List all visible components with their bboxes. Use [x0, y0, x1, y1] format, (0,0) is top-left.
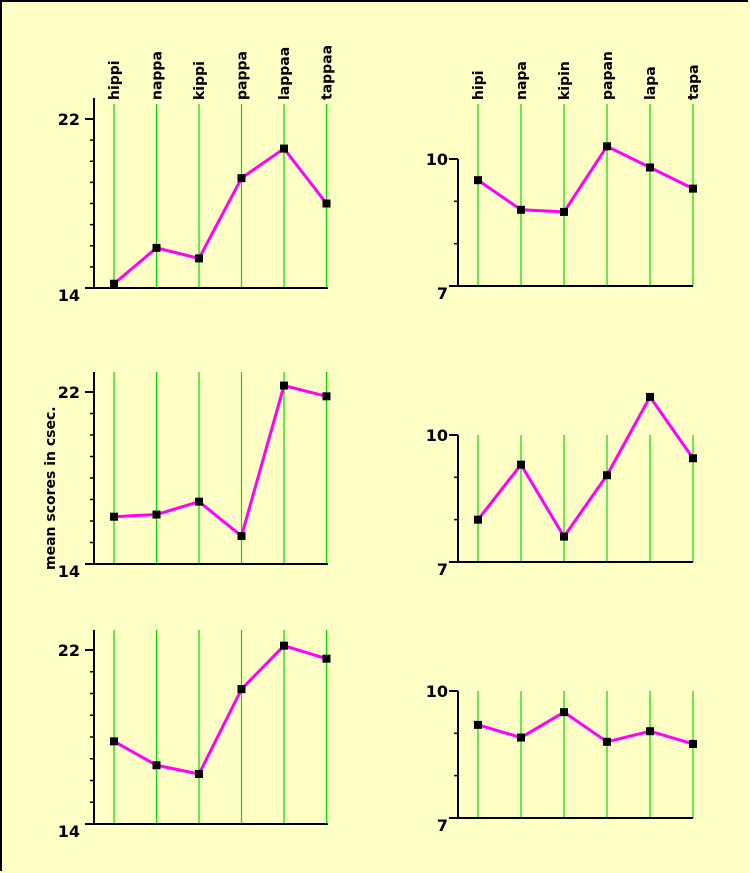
top-right-point-2	[560, 207, 568, 216]
middle-right-point-1	[517, 460, 525, 469]
top-right-category-label-5: tapa	[686, 64, 702, 100]
middle-right-point-4	[646, 392, 654, 401]
top-right-category-label-1: napa	[514, 61, 530, 100]
top-left-category-label-5: tappaa	[320, 45, 336, 100]
top-left-point-2	[195, 254, 203, 263]
top-left-point-5	[322, 199, 331, 208]
bottom-left-point-5	[322, 654, 331, 663]
bottom-left-tick-label-1: 22	[58, 641, 80, 660]
bottom-right-series-line	[477, 710, 694, 746]
middle-right-point-3	[603, 471, 611, 480]
top-left-category-label-3: pappa	[235, 51, 251, 100]
middle-left-point-3	[237, 532, 246, 541]
middle-left-tick-label-1: 22	[58, 383, 80, 402]
top-left-category-label-2: kippi	[192, 61, 208, 100]
top-right-category-label-2: kipin	[557, 61, 573, 100]
top-left-series-line	[113, 147, 328, 285]
bottom-left-point-0	[110, 737, 118, 746]
middle-left-tick-label-0: 14	[58, 562, 80, 581]
bottom-left-point-4	[280, 641, 288, 650]
top-right-point-0	[474, 176, 482, 185]
bottom-left-tick-label-0: 14	[58, 822, 80, 841]
top-left-category-label-0: hippi	[107, 60, 123, 100]
bottom-right-point-5	[689, 739, 697, 748]
middle-right-point-5	[689, 454, 697, 463]
bottom-right-point-3	[603, 737, 611, 746]
top-left-point-1	[152, 243, 161, 252]
bottom-right-tick-label-0: 7	[437, 816, 448, 835]
top-right-series-line	[477, 144, 694, 214]
top-right-tick-label-1: 10	[426, 150, 448, 169]
middle-left-point-2	[195, 497, 203, 506]
top-left-category-label-4: lappaa	[277, 47, 293, 100]
top-right-point-5	[689, 184, 697, 193]
y-axis-label: mean scores in csec.	[43, 406, 59, 570]
middle-left-point-0	[110, 512, 118, 521]
top-right-point-1	[517, 205, 525, 214]
bottom-left-point-3	[237, 685, 246, 694]
middle-right-series-line	[476, 395, 695, 539]
top-right-category-label-0: hipi	[471, 70, 487, 100]
top-right-point-3	[603, 142, 611, 151]
top-left-point-0	[110, 279, 118, 288]
middle-left-point-5	[322, 392, 331, 401]
top-left-tick-label-1: 22	[58, 110, 80, 129]
bottom-right-tick-label-1: 10	[426, 682, 448, 701]
middle-right-point-0	[474, 515, 482, 524]
middle-left-series-line	[113, 384, 327, 538]
bottom-left-point-1	[152, 761, 161, 770]
top-right-tick-label-0: 7	[437, 284, 448, 303]
top-left-category-label-1: nappa	[150, 51, 166, 100]
top-left-point-3	[237, 174, 246, 183]
bottom-right-point-0	[474, 720, 482, 729]
top-right-category-label-3: papan	[600, 51, 616, 100]
bottom-left-point-2	[195, 769, 203, 778]
top-left-tick-label-0: 14	[58, 286, 80, 305]
middle-left-point-4	[280, 381, 288, 390]
top-right-category-label-4: lapa	[643, 66, 659, 100]
middle-left-point-1	[152, 510, 161, 519]
middle-right-tick-label-0: 7	[437, 560, 448, 579]
middle-right-point-2	[560, 532, 568, 541]
bottom-right-point-2	[560, 708, 568, 717]
bottom-right-point-1	[517, 733, 525, 742]
top-right-point-4	[646, 163, 654, 172]
middle-right-tick-label-1: 10	[426, 426, 448, 445]
bottom-left-series-line	[113, 644, 327, 776]
bottom-right-point-4	[646, 727, 654, 736]
top-left-point-4	[280, 144, 288, 153]
